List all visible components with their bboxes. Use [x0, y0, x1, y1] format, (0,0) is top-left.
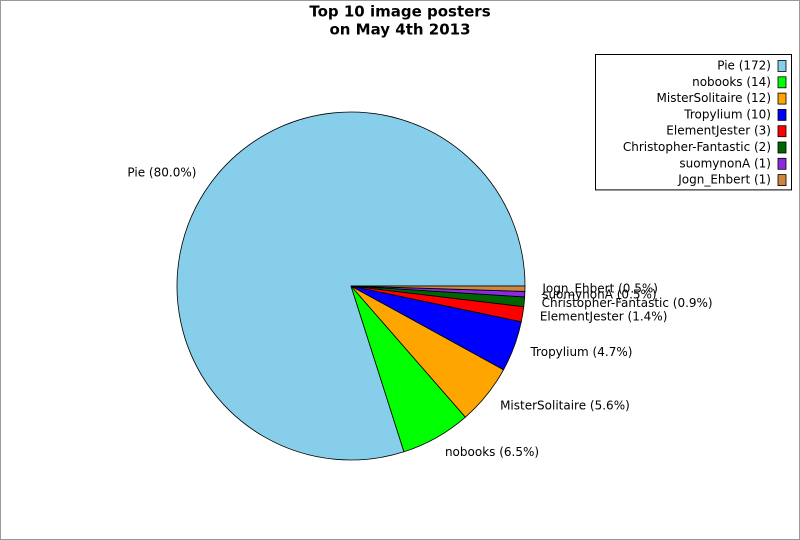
legend-swatch	[777, 76, 787, 89]
legend-label: Christopher-Fantastic (2)	[623, 140, 771, 154]
pie-slice	[350, 285, 526, 292]
slice-label: Christopher-Fantastic (0.9%)	[542, 296, 713, 310]
slice-label: MisterSolitaire (5.6%)	[500, 399, 630, 413]
slice-label: Pie (80.0%)	[127, 166, 196, 180]
legend-swatch	[777, 92, 787, 105]
legend-swatch	[777, 141, 787, 154]
legend-swatch	[777, 157, 787, 170]
legend-label: Tropylium (10)	[683, 107, 771, 121]
legend-label: Jogn_Ehbert (1)	[677, 173, 771, 187]
legend-label: Pie (172)	[717, 59, 771, 73]
chart-title: on May 4th 2013	[329, 21, 470, 39]
legend-label: suomynonA (1)	[679, 156, 771, 170]
legend-label: ElementJester (3)	[666, 124, 771, 138]
legend-label: nobooks (14)	[692, 75, 771, 89]
legend-box	[595, 54, 792, 191]
legend-swatch	[777, 60, 787, 72]
legend-label: MisterSolitaire (12)	[657, 91, 771, 105]
legend-swatch	[777, 109, 787, 121]
slice-label: nobooks (6.5%)	[445, 445, 539, 459]
slice-label: Tropylium (4.7%)	[529, 345, 632, 359]
chart-title: Top 10 image posters	[309, 3, 490, 21]
slice-label: suomynonA (0.5%)	[542, 288, 656, 302]
legend-swatch	[777, 174, 787, 187]
legend-swatch	[777, 125, 787, 138]
slice-label: ElementJester (1.4%)	[540, 310, 668, 324]
slice-label: Jogn_Ehbert (0.5%)	[541, 282, 658, 296]
